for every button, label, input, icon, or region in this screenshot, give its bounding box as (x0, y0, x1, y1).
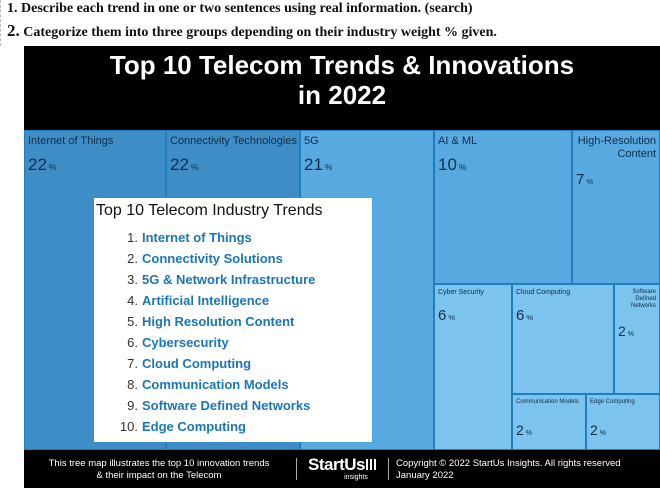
treemap-cell-ai-ml: AI & ML 10% (434, 130, 572, 284)
treemap-label: Internet of Things (28, 135, 114, 147)
treemap-cell-sdn: Software Defined Networks 2% (614, 284, 660, 394)
assignment-instructions: 1. Describe each trend in one or two sen… (0, 0, 660, 46)
treemap-label: Software Defined Networks (630, 289, 656, 309)
treemap-cell-cyber: Cyber Security 6% (434, 284, 512, 450)
list-item: 8. Communication Models (127, 377, 289, 392)
instruction-1: 1. Describe each trend in one or two sen… (7, 1, 473, 16)
trend-list: 1. Internet of Things 2. Connectivity Solu… (94, 230, 372, 440)
list-item: 4. Artificial Intelligence (127, 293, 270, 308)
treemap-label: Communication Models (516, 399, 579, 405)
treemap-value: 22% (28, 155, 57, 174)
list-item: 6. Cybersecurity (127, 335, 229, 350)
list-item: 1. Internet of Things (127, 230, 252, 245)
title-line-2: in 2022 (297, 80, 387, 110)
list-item: 7. Cloud Computing (127, 356, 252, 371)
treemap-label: AI & ML (438, 135, 478, 147)
treemap-cell-cloud: Cloud Computing 6% (512, 284, 614, 394)
treemap-cell-comm-models: Communication Models 2% (512, 394, 586, 450)
treemap-label: 5G (304, 135, 319, 147)
trend-list-title: Top 10 Telecom Industry Trends (96, 202, 323, 219)
infographic-title: Top 10 Telecom Trends & Innovations in 2… (24, 50, 660, 110)
list-item: 10. Edge Computing (119, 419, 246, 434)
treemap-cell-edge: Edge Computing 2% (586, 394, 660, 450)
instruction-2-text: Categorize them into three groups depend… (19, 25, 497, 40)
treemap-label: Cyber Security (438, 289, 484, 296)
treemap-value: 22% (170, 155, 199, 174)
treemap-value: 2% (590, 422, 607, 438)
treemap-value: 6% (438, 307, 456, 324)
treemap-cell-high-res: High-Resolution Content 7% (572, 130, 660, 284)
treemap-label: Cloud Computing (516, 289, 571, 296)
treemap-label: High-Resolution Content (577, 135, 656, 160)
treemap-value: 6% (516, 307, 534, 324)
startus-logo: StartUs insights (302, 456, 382, 482)
title-line-1: Top 10 Telecom Trends & Innovations (109, 50, 575, 80)
bars-icon (365, 459, 376, 470)
instruction-2-number: 2. (7, 21, 20, 40)
trend-list-panel: Top 10 Telecom Industry Trends 1. Interne… (94, 198, 372, 442)
treemap-value: 10% (438, 155, 467, 174)
list-item: 2. Connectivity Solutions (127, 251, 283, 266)
footer-divider (296, 458, 297, 480)
treemap-label: Edge Computing (590, 399, 635, 405)
infographic-footer: This tree map illustrates the top 10 inn… (24, 450, 660, 488)
treemap-value: 2% (516, 422, 533, 438)
footer-description: This tree map illustrates the top 10 inn… (48, 458, 270, 481)
treemap-label: Connectivity Technologies (170, 135, 297, 147)
list-item: 9. Software Defined Networks (127, 398, 311, 413)
list-item: 5. High Resolution Content (127, 314, 295, 329)
treemap-value: 2% (618, 323, 635, 339)
treemap-value: 7% (576, 171, 594, 188)
footer-copyright: Copyright © 2022 StartUs Insights. All r… (396, 458, 621, 481)
telecom-infographic: Top 10 Telecom Trends & Innovations in 2… (24, 46, 660, 488)
treemap-value: 21% (304, 155, 333, 174)
list-item: 3. 5G & Network Infrastructure (127, 272, 316, 287)
instruction-2: 2. Categorize them into three groups dep… (7, 21, 497, 41)
footer-divider (388, 458, 389, 480)
